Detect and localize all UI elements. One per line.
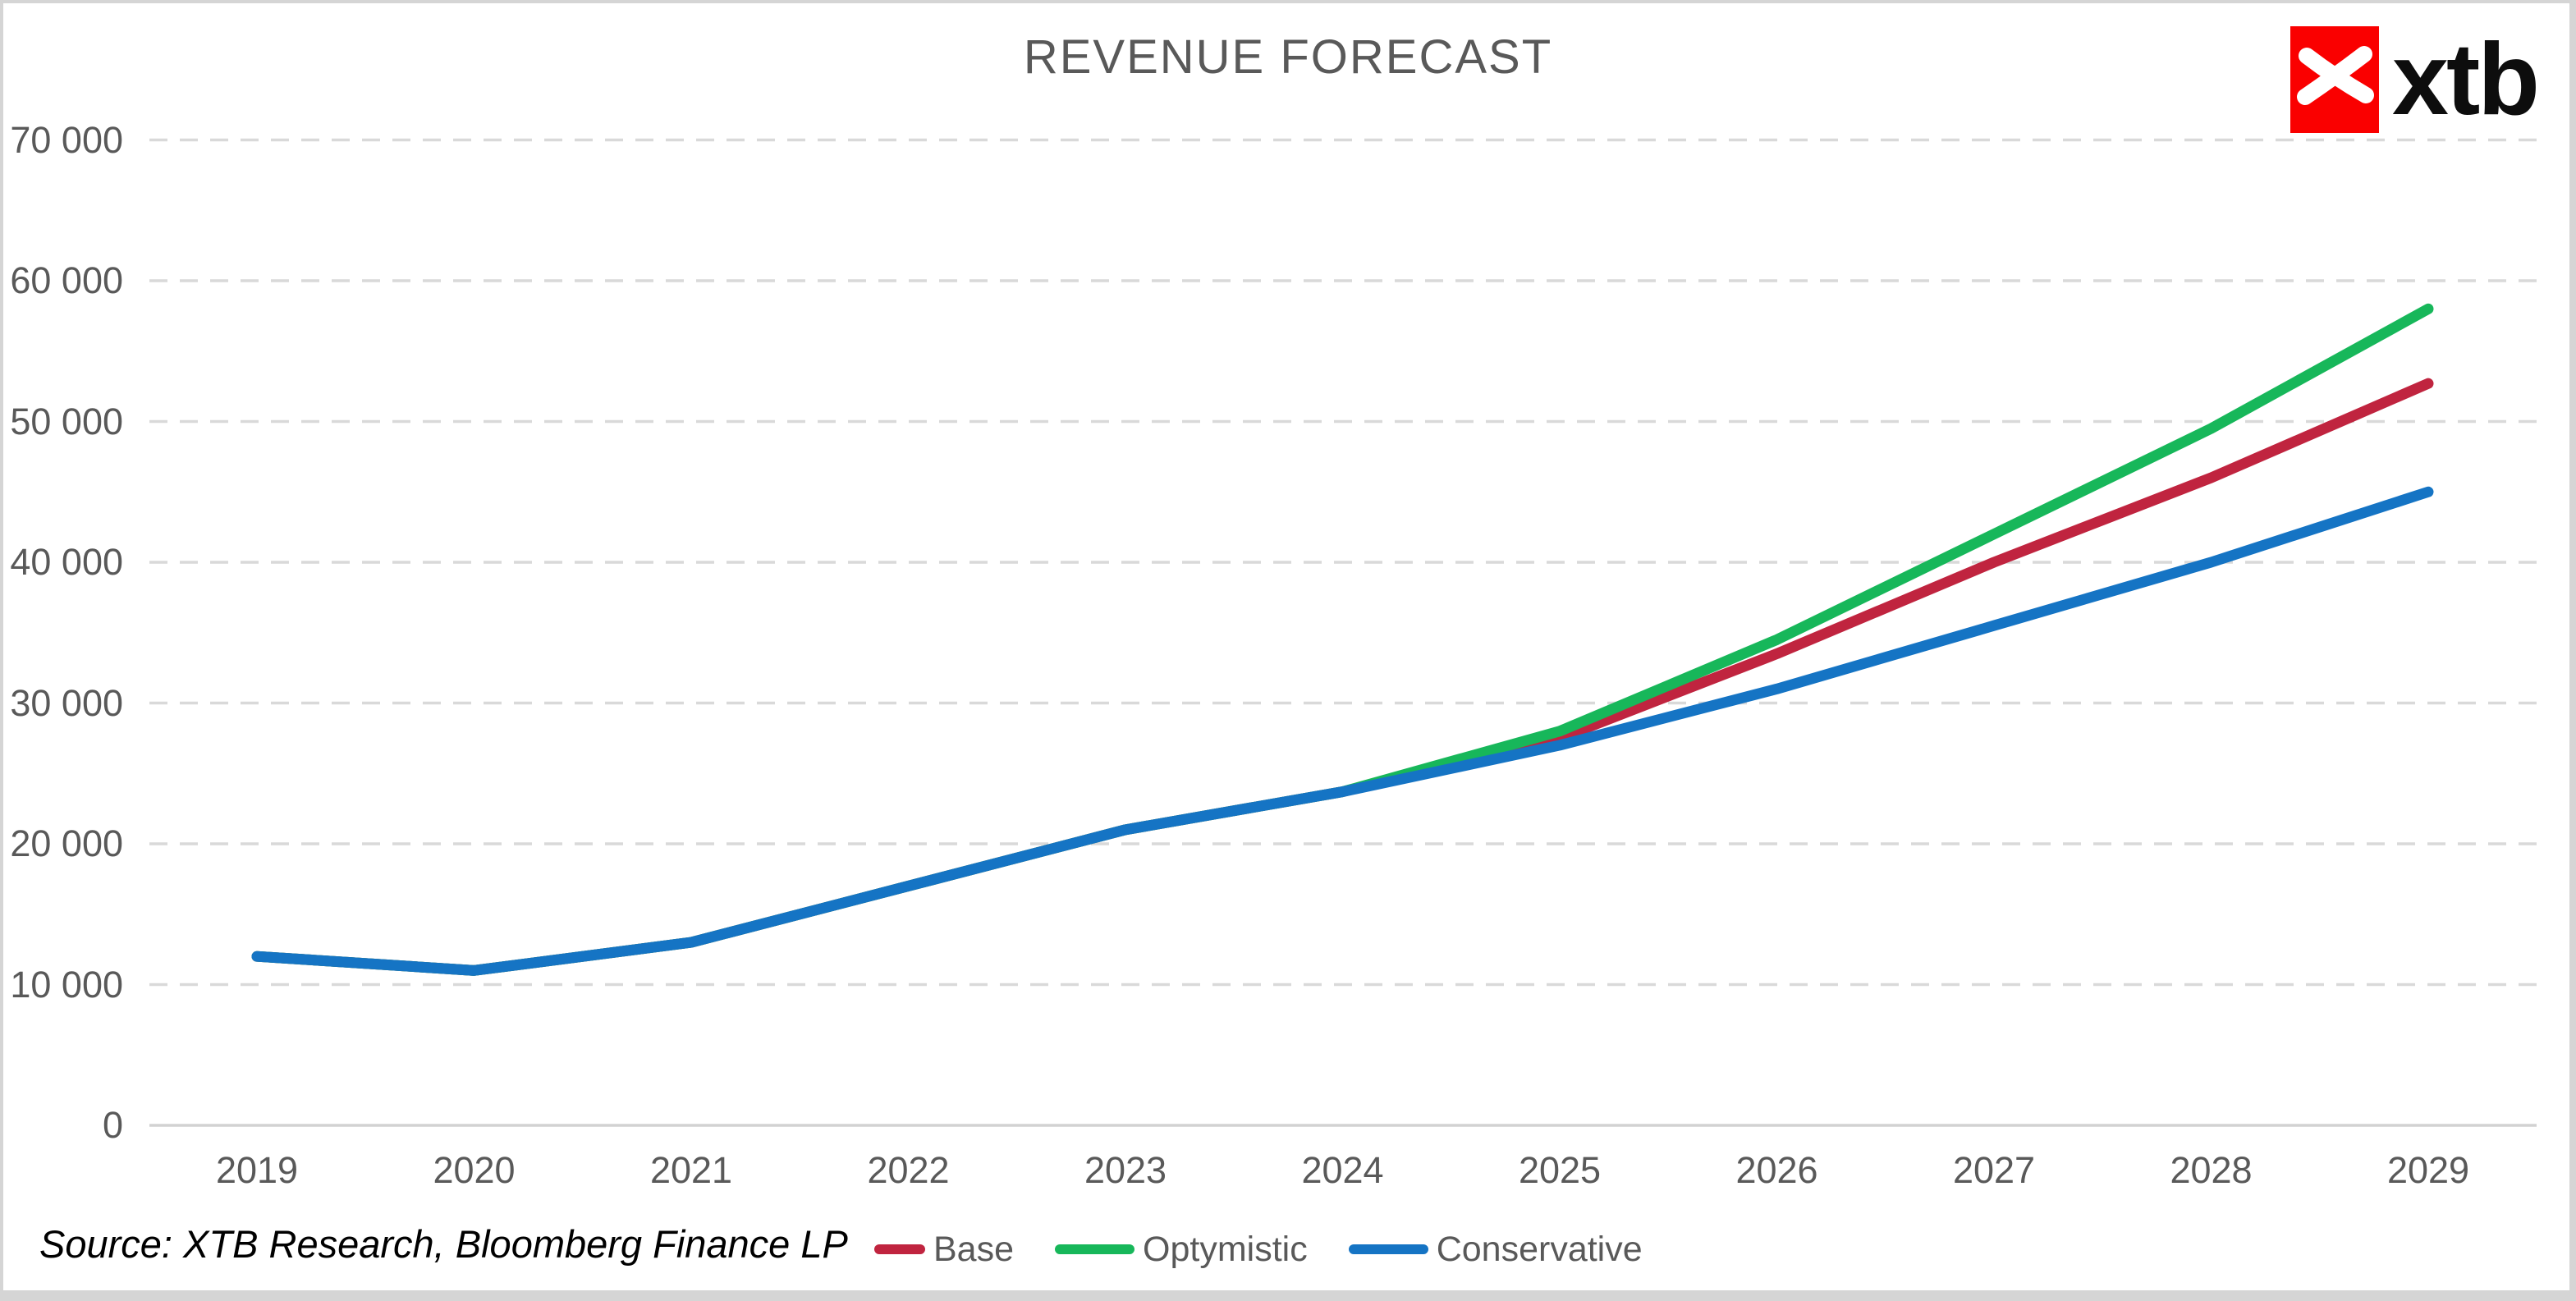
- xtb-x-icon: [2290, 26, 2379, 133]
- x-tick-label: 2021: [649, 1149, 733, 1191]
- x-tick-label: 2020: [433, 1149, 516, 1191]
- chart-title: REVENUE FORECAST: [1023, 30, 1553, 84]
- y-tick-label: 60 000: [10, 259, 123, 301]
- y-tick-label: 50 000: [10, 400, 123, 442]
- x-tick-label: 2029: [2386, 1149, 2470, 1191]
- legend-item-conservative: Conservative: [1348, 1229, 1643, 1270]
- x-tick-label: 2022: [867, 1149, 950, 1191]
- series-line-conservative: [251, 486, 2434, 976]
- y-tick-label: 70 000: [10, 118, 123, 161]
- y-tick-label: 40 000: [10, 541, 123, 583]
- legend-label: Base: [933, 1229, 1015, 1269]
- x-tick-label: 2023: [1084, 1149, 1167, 1191]
- x-tick-label: 2024: [1301, 1149, 1384, 1191]
- xtb-logo: xtb: [2290, 23, 2540, 136]
- legend-line-icon: [1055, 1244, 1135, 1254]
- xtb-wordmark: xtb: [2392, 23, 2540, 136]
- x-tick-label: 2027: [1952, 1149, 2036, 1191]
- source-note: Source: XTB Research, Bloomberg Finance …: [39, 1222, 848, 1266]
- legend-label: Conservative: [1436, 1229, 1643, 1269]
- y-tick-label: 20 000: [10, 822, 123, 864]
- x-tick-label: 2026: [1735, 1149, 1818, 1191]
- x-tick-label: 2028: [2170, 1149, 2253, 1191]
- legend-line-icon: [1348, 1244, 1428, 1254]
- legend-item-optymistic: Optymistic: [1055, 1230, 1308, 1270]
- y-tick-label: 0: [102, 1104, 123, 1146]
- y-tick-label: 10 000: [10, 963, 123, 1006]
- y-tick-label: 30 000: [10, 681, 123, 724]
- series-line-base: [251, 378, 2434, 976]
- legend-item-base: Base: [874, 1230, 1014, 1270]
- x-tick-label: 2025: [1518, 1149, 1602, 1191]
- chart-canvas: [3, 3, 2569, 1290]
- chart-legend: Base Optymistic Conservative: [874, 1230, 1684, 1269]
- series-line-optymistic: [251, 303, 2434, 976]
- legend-label: Optymistic: [1143, 1229, 1308, 1269]
- x-tick-label: 2019: [215, 1149, 299, 1191]
- legend-line-icon: [874, 1244, 925, 1254]
